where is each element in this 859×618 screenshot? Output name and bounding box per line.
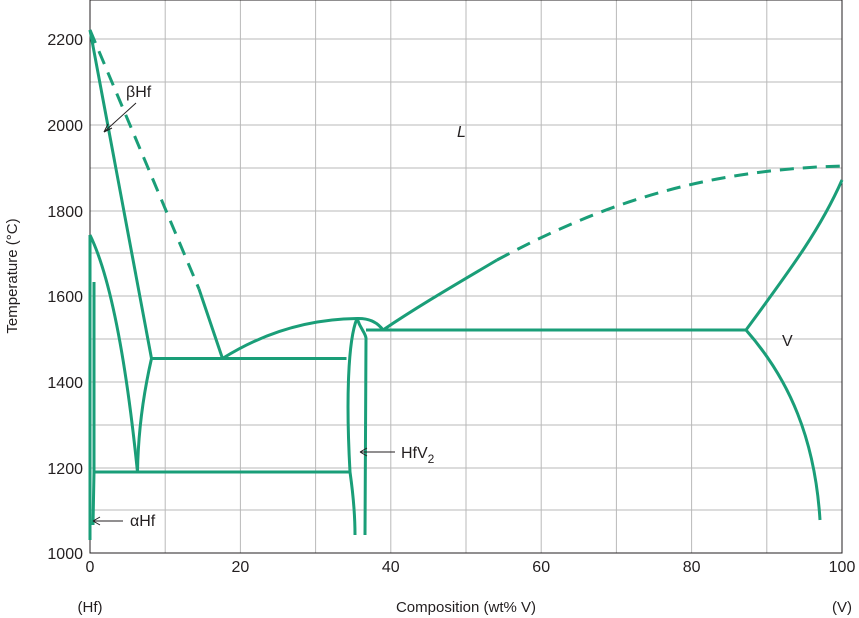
alpha-hf-arrowhead [92, 516, 101, 526]
liquidus-dome-left [221, 317, 358, 360]
liquidus-dome-right [356, 316, 385, 331]
x-tick-label: 80 [683, 559, 701, 576]
hfv2-right-boundary [355, 317, 368, 536]
hfv2-label-subscript: 2 [428, 452, 435, 466]
liquidus-left-boundary [197, 288, 224, 359]
x-tick-label: 40 [382, 559, 400, 576]
alpha-hf-boundary [88, 234, 139, 473]
hfv2-label-base: HfV [401, 445, 428, 462]
annotations: L βHf αHf HfV2 V [92, 84, 793, 530]
liquidus-right-dashed-boundary [496, 164, 843, 262]
x-tick-labels: 0 20 40 60 80 100 [86, 559, 856, 576]
phase-boundaries [88, 29, 844, 540]
x-axis-right-end-label: (V) [832, 599, 852, 616]
liquidus-right-boundary [382, 258, 498, 332]
y-tick-label: 1600 [47, 289, 83, 306]
beta-hf-phase-label: βHf [126, 84, 152, 101]
hfv2-phase-label: HfV2 [401, 445, 435, 466]
x-axis-left-end-label: (Hf) [78, 599, 103, 616]
vanadium-solvus-boundary [744, 329, 822, 521]
x-tick-label: 100 [829, 559, 856, 576]
hfv2-arrowhead [359, 447, 368, 457]
alpha-hf-narrow-boundary [91, 282, 96, 526]
grid-lines [90, 0, 842, 553]
y-tick-label: 1800 [47, 204, 83, 221]
x-tick-label: 60 [532, 559, 550, 576]
y-tick-labels: 1000 1200 1400 1600 1800 2000 2200 [47, 32, 83, 563]
y-tick-label: 1200 [47, 461, 83, 478]
liquidus-left-dashed-boundary [88, 29, 201, 290]
vanadium-phase-label: V [782, 333, 793, 350]
y-axis-title: Temperature (°C) [4, 218, 21, 333]
liquid-phase-label: L [457, 124, 466, 141]
x-axis-title: Composition (wt% V) [396, 599, 536, 616]
beta-hf-leader-line [103, 102, 137, 133]
x-tick-label: 0 [86, 559, 95, 576]
y-tick-label: 1000 [47, 546, 83, 563]
y-tick-label: 2000 [47, 118, 83, 135]
x-tick-label: 20 [232, 559, 250, 576]
vanadium-solidus-boundary [744, 179, 844, 331]
y-tick-label: 1400 [47, 375, 83, 392]
beta-hf-solvus-boundary [88, 29, 153, 359]
beta-hf-arrowhead [103, 123, 113, 133]
beta-hf-right-solvus [136, 358, 153, 473]
hfv2-left-boundary [346, 317, 359, 536]
alpha-hf-phase-label: αHf [130, 513, 156, 530]
y-tick-label: 2200 [47, 32, 83, 49]
